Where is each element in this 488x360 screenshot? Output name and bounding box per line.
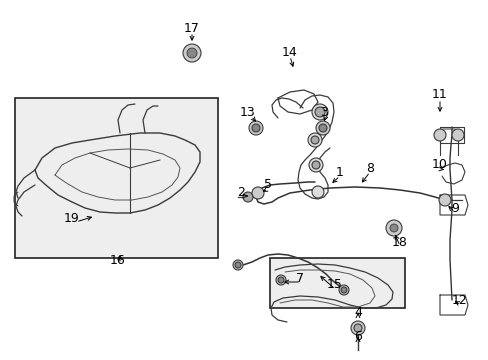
Circle shape (186, 48, 197, 58)
Circle shape (251, 124, 260, 132)
Circle shape (318, 124, 326, 132)
Circle shape (315, 121, 329, 135)
Circle shape (385, 220, 401, 236)
Circle shape (307, 133, 321, 147)
Text: 11: 11 (431, 89, 447, 102)
Circle shape (311, 104, 327, 120)
Circle shape (183, 44, 201, 62)
Circle shape (314, 107, 325, 117)
Bar (15, 98, 218, 258)
Text: 15: 15 (326, 279, 342, 292)
Circle shape (340, 287, 346, 293)
Circle shape (310, 136, 318, 144)
Text: 19: 19 (64, 211, 80, 225)
Text: 6: 6 (353, 329, 361, 342)
Circle shape (235, 262, 241, 268)
Circle shape (278, 277, 284, 283)
Text: 2: 2 (237, 185, 244, 198)
Circle shape (248, 121, 263, 135)
Text: 13: 13 (240, 105, 255, 118)
Circle shape (232, 260, 243, 270)
Text: 18: 18 (391, 235, 407, 248)
Text: 7: 7 (295, 271, 304, 284)
Circle shape (353, 324, 361, 332)
Text: 1: 1 (335, 166, 343, 179)
Circle shape (308, 158, 323, 172)
Circle shape (438, 194, 450, 206)
Circle shape (451, 129, 463, 141)
Circle shape (311, 161, 319, 169)
Text: 8: 8 (365, 162, 373, 175)
Text: 16: 16 (110, 253, 125, 266)
Circle shape (311, 186, 324, 198)
Circle shape (389, 224, 397, 232)
Circle shape (433, 129, 445, 141)
Text: 17: 17 (183, 22, 200, 35)
Circle shape (243, 192, 252, 202)
Circle shape (275, 275, 285, 285)
Text: 4: 4 (353, 306, 361, 319)
Text: 9: 9 (450, 202, 458, 215)
Circle shape (350, 321, 364, 335)
Text: 10: 10 (431, 158, 447, 171)
Text: 12: 12 (451, 293, 467, 306)
Circle shape (251, 187, 264, 199)
Text: 14: 14 (282, 45, 297, 58)
Text: 5: 5 (264, 179, 271, 192)
Bar (269, 258, 404, 308)
Circle shape (338, 285, 348, 295)
Text: 3: 3 (320, 105, 327, 118)
